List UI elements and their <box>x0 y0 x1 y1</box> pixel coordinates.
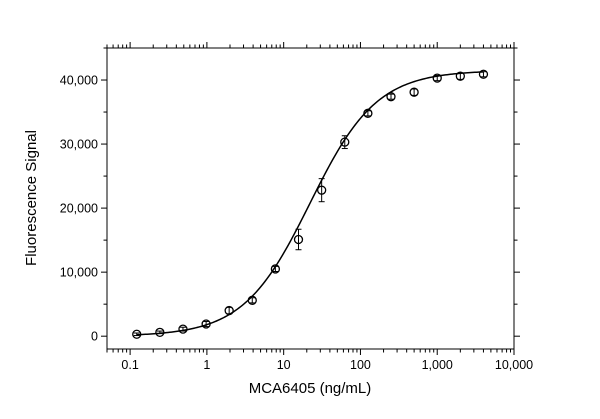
y-tick-label: 40,000 <box>60 74 98 88</box>
y-tick-label: 10,000 <box>60 266 98 280</box>
data-point <box>478 69 489 79</box>
plot-frame <box>106 47 515 350</box>
data-point <box>247 295 257 305</box>
y-tick-label: 0 <box>91 330 98 344</box>
data-point <box>293 228 304 251</box>
point-marker <box>155 327 165 337</box>
y-axis-label: Fluorescence Signal <box>23 130 40 266</box>
x-tick-label: 1,000 <box>422 358 453 372</box>
point-marker <box>201 319 211 329</box>
fit-curve <box>136 71 484 336</box>
data-point <box>317 178 327 203</box>
x-axis-ticks <box>106 42 515 355</box>
point-marker <box>317 185 327 195</box>
point-marker <box>409 87 419 97</box>
x-tick-label: 100 <box>350 358 371 372</box>
data-point <box>155 327 165 337</box>
y-tick-label: 30,000 <box>60 138 98 152</box>
point-marker <box>386 92 396 102</box>
data-point <box>224 305 234 316</box>
y-axis-tick-labels: 0 10,000 20,000 30,000 40,000 <box>60 74 98 344</box>
data-point <box>270 264 281 274</box>
x-tick-label: 10 <box>277 358 291 372</box>
point-marker <box>270 264 281 274</box>
x-axis-label: MCA6405 (ng/mL) <box>249 380 372 397</box>
y-tick-label: 20,000 <box>60 202 98 216</box>
point-marker <box>224 305 234 316</box>
data-point <box>432 73 442 83</box>
point-marker <box>478 69 489 79</box>
data-point <box>340 135 350 150</box>
data-points <box>132 69 489 339</box>
data-point <box>201 319 211 329</box>
data-point <box>178 324 188 334</box>
x-tick-label: 1 <box>203 358 210 372</box>
data-point <box>386 92 396 102</box>
y-axis-ticks <box>101 47 520 337</box>
point-marker <box>340 137 350 147</box>
point-marker <box>132 329 142 339</box>
x-axis-tick-labels: 0.1 1 10 100 1,000 10,000 <box>121 358 533 372</box>
data-point <box>132 329 142 339</box>
data-point <box>409 87 419 97</box>
point-marker <box>247 295 257 305</box>
point-marker <box>455 71 465 81</box>
x-tick-label: 0.1 <box>121 358 138 372</box>
data-point <box>363 108 373 118</box>
x-tick-label: 10,000 <box>495 358 533 372</box>
point-marker <box>363 108 373 118</box>
point-marker <box>293 234 304 245</box>
point-marker <box>178 324 188 334</box>
point-marker <box>432 73 442 83</box>
data-point <box>455 71 465 81</box>
